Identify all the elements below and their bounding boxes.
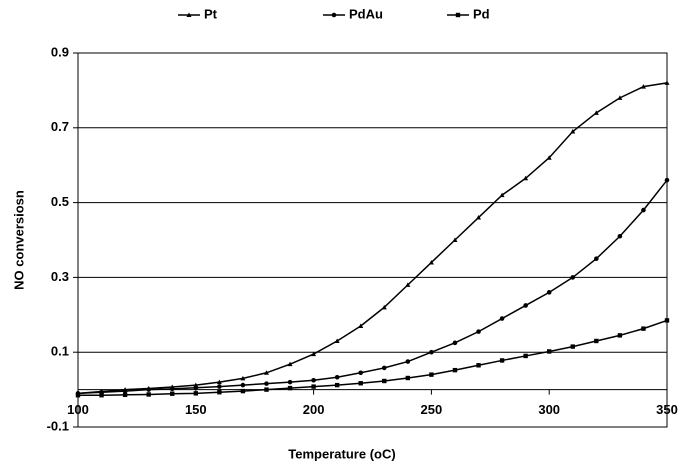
marker (169, 386, 175, 392)
marker (334, 382, 340, 388)
marker (358, 381, 363, 386)
marker (499, 358, 505, 363)
series-line (77, 82, 668, 395)
marker (170, 391, 175, 396)
marker (429, 349, 434, 355)
marker (570, 344, 575, 349)
marker (499, 192, 505, 198)
marker (331, 12, 337, 18)
legend-label: PdAu (349, 6, 383, 21)
y-tick-label: 0.5 (51, 194, 69, 209)
marker (146, 387, 151, 392)
marker (75, 393, 81, 398)
x-tick-label: 250 (421, 402, 443, 417)
marker (287, 385, 293, 391)
x-tick-label: 150 (185, 402, 207, 417)
marker (476, 363, 481, 368)
marker (122, 392, 128, 398)
marker (476, 329, 481, 334)
marker (311, 384, 316, 389)
marker (287, 379, 293, 385)
marker (617, 333, 623, 338)
marker (334, 338, 340, 343)
marker (570, 129, 576, 134)
marker (523, 303, 528, 308)
marker (428, 259, 434, 265)
marker (99, 393, 104, 398)
marker (499, 316, 505, 321)
marker (240, 388, 246, 394)
marker (311, 351, 317, 357)
marker (641, 207, 646, 213)
marker (452, 237, 458, 242)
marker (641, 326, 646, 331)
y-axis-label: NO conversiosn (11, 190, 26, 290)
marker (263, 370, 269, 375)
marker (216, 379, 222, 385)
marker (664, 318, 670, 323)
marker (381, 304, 387, 310)
marker (405, 282, 411, 287)
marker (523, 175, 529, 181)
marker (287, 361, 293, 367)
y-tick-label: 0.9 (51, 44, 69, 59)
marker (358, 370, 364, 376)
marker (405, 375, 411, 381)
marker (523, 353, 528, 359)
marker (193, 385, 199, 391)
marker (617, 95, 623, 100)
marker (452, 367, 458, 373)
y-tick-label: -0.1 (47, 418, 69, 433)
marker (546, 155, 552, 160)
marker (664, 80, 670, 85)
marker (570, 275, 576, 280)
legend-label: Pt (204, 6, 218, 21)
marker (593, 110, 599, 115)
marker (217, 384, 222, 389)
marker (146, 392, 151, 397)
y-tick-label: 0.1 (51, 344, 69, 359)
x-axis-label: Temperature (oC) (288, 446, 395, 461)
series-line (77, 179, 668, 395)
marker (311, 377, 316, 383)
marker (546, 290, 552, 295)
marker (476, 215, 482, 220)
marker (264, 381, 269, 386)
marker (193, 391, 198, 396)
marker (334, 374, 340, 380)
marker (664, 177, 670, 183)
x-tick-label: 200 (303, 402, 325, 417)
marker (358, 323, 364, 329)
marker (240, 375, 246, 381)
series-line (78, 319, 668, 396)
marker (547, 349, 552, 354)
marker (405, 359, 411, 364)
marker (452, 340, 458, 346)
marker (640, 84, 646, 89)
y-tick-label: 0.3 (51, 269, 69, 284)
marker (122, 388, 128, 394)
marker (240, 382, 246, 388)
x-tick-label: 300 (538, 402, 560, 417)
legend-label: Pd (473, 6, 490, 21)
marker (617, 233, 623, 239)
marker (429, 372, 434, 377)
marker (594, 256, 599, 262)
marker (186, 12, 192, 17)
marker (217, 390, 222, 395)
x-tick-label: 350 (656, 402, 678, 417)
marker (264, 387, 269, 392)
marker (594, 338, 599, 344)
marker (455, 12, 461, 18)
marker (381, 365, 387, 371)
y-tick-label: 0.7 (51, 119, 69, 134)
marker (382, 378, 387, 384)
x-tick-label: 100 (67, 402, 89, 417)
